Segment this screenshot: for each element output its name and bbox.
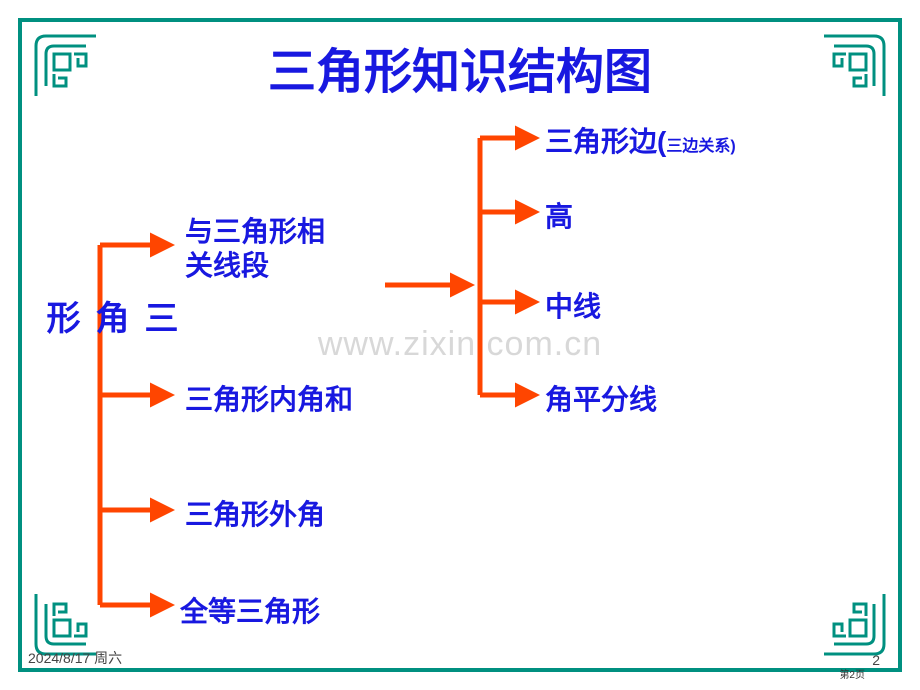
node-height: 高 <box>545 195 573 235</box>
node-related-lines: 与三角形相 关线段 <box>185 215 325 282</box>
root-node: 三角形 <box>36 300 183 338</box>
node-median: 中线 <box>545 285 601 325</box>
page-title: 三角形知识结构图 <box>0 32 920 102</box>
node-exterior-angle: 三角形外角 <box>185 493 325 533</box>
node-side: 三角形边(三边关系) <box>545 120 736 160</box>
node-congruent: 全等三角形 <box>180 590 320 630</box>
node-side-sub: 三边关系) <box>666 138 735 155</box>
node-side-main: 三角形边( <box>545 126 666 157</box>
node-related-lines-l2: 关线段 <box>185 249 325 283</box>
node-bisector: 角平分线 <box>545 378 657 418</box>
node-related-lines-l1: 与三角形相 <box>185 215 325 249</box>
arrow-connectors <box>0 0 920 690</box>
node-interior-angle: 三角形内角和 <box>185 378 353 418</box>
